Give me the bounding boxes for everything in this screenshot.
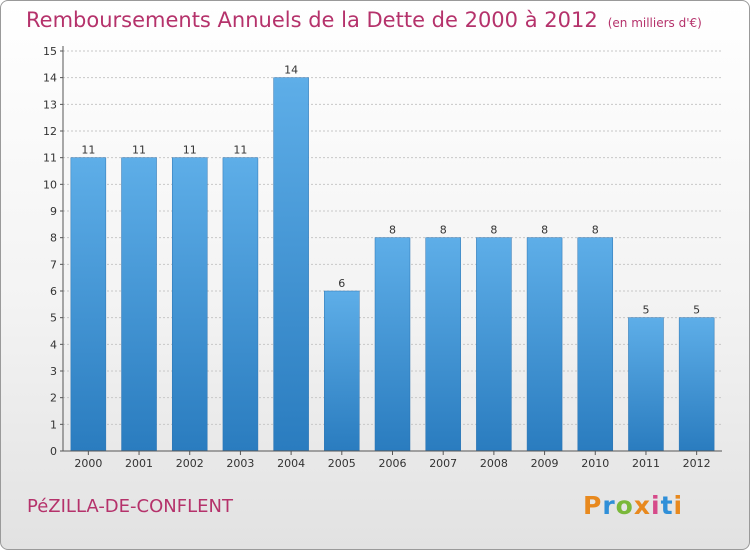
y-tick-label: 5 [50, 312, 57, 325]
logo-letter: i [651, 491, 661, 520]
data-label: 5 [642, 304, 649, 317]
y-tick-label: 6 [50, 285, 57, 298]
x-tick-label: 2011 [632, 457, 660, 470]
data-label: 8 [592, 224, 599, 237]
y-tick-label: 0 [50, 445, 57, 458]
y-tick-label: 2 [50, 392, 57, 405]
chart-title-text: Remboursements Annuels de la Dette de 20… [26, 8, 598, 32]
y-tick-label: 14 [43, 72, 57, 85]
bar-2008 [476, 237, 512, 452]
y-tick-label: 15 [43, 45, 57, 58]
y-tick-label: 9 [50, 205, 57, 218]
logo-letter: x [633, 491, 651, 520]
x-tick-label: 2010 [581, 457, 609, 470]
y-tick-label: 3 [50, 365, 57, 378]
data-label: 8 [440, 224, 447, 237]
data-label: 11 [233, 144, 247, 157]
y-tick-label: 11 [43, 152, 57, 165]
x-tick-label: 2000 [74, 457, 102, 470]
data-label: 11 [81, 144, 95, 157]
y-tick-label: 10 [43, 178, 57, 191]
logo-letter: P [583, 491, 603, 520]
chart-unit: (en milliers d'€) [607, 16, 702, 30]
x-tick-label: 2004 [277, 457, 305, 470]
x-tick-label: 2009 [531, 457, 559, 470]
x-tick-label: 2001 [125, 457, 153, 470]
bar-2007 [425, 237, 461, 452]
y-tick-label: 13 [43, 98, 57, 111]
bar-2002 [171, 157, 208, 452]
data-label: 11 [132, 144, 146, 157]
x-tick-label: 2008 [480, 457, 508, 470]
logo-letter: t [660, 491, 674, 520]
data-label: 14 [284, 64, 298, 77]
bar-2010 [577, 237, 614, 452]
data-label: 11 [183, 144, 197, 157]
data-label: 5 [693, 304, 700, 317]
x-tick-label: 2012 [683, 457, 711, 470]
bar-2011 [628, 317, 664, 452]
data-label: 8 [389, 224, 396, 237]
x-tick-label: 2007 [429, 457, 457, 470]
chart-title: Remboursements Annuels de la Dette de 20… [26, 8, 702, 32]
place-name: PéZILLA-DE-CONFLENT [27, 496, 233, 517]
logo-letter: i [673, 491, 684, 520]
data-label: 6 [338, 277, 345, 290]
data-label: 8 [490, 224, 497, 237]
bar-2005 [324, 290, 360, 452]
bar-2001 [121, 157, 157, 452]
y-tick-label: 7 [50, 258, 57, 271]
y-tick-label: 4 [50, 338, 57, 351]
proxiti-logo[interactable]: Proxiti [583, 491, 683, 520]
bar-2012 [678, 317, 715, 452]
logo-letter: o [615, 491, 634, 520]
bar-2004 [273, 77, 309, 452]
bar-2006 [374, 237, 411, 452]
x-tick-label: 2005 [328, 457, 356, 470]
bar-2000 [70, 157, 107, 452]
y-tick-label: 1 [50, 418, 57, 431]
x-tick-label: 2006 [379, 457, 407, 470]
bar-2009 [526, 237, 563, 452]
bar-2003 [222, 157, 259, 452]
logo-letter: r [602, 491, 616, 520]
data-label: 8 [541, 224, 548, 237]
x-tick-label: 2002 [176, 457, 204, 470]
x-tick-label: 2003 [226, 457, 254, 470]
y-tick-label: 12 [43, 125, 57, 138]
bars: 11 11 11 11 14 6 8 8 8 8 8 5 5 [70, 64, 715, 452]
y-tick-label: 8 [50, 232, 57, 245]
